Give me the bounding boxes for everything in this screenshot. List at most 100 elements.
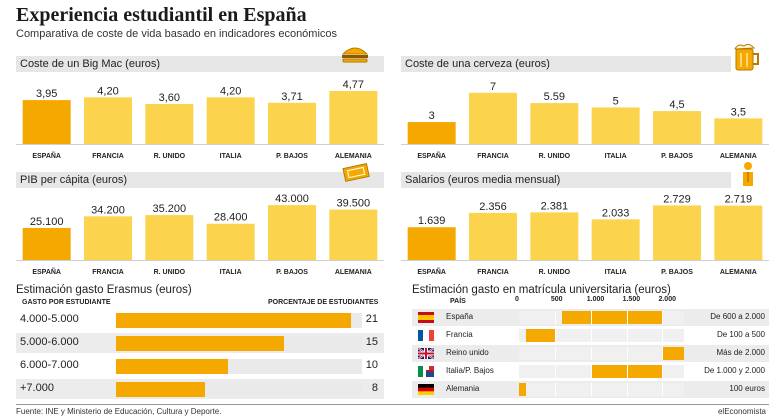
- tuition-row: Alemania 100 euros: [412, 381, 769, 398]
- data-label-cerveza-0: 3: [429, 110, 435, 122]
- erasmus-row: +7.000 8: [16, 379, 384, 399]
- tuition-gridline: [554, 311, 556, 324]
- category-label-salarios-5: ALEMANIA: [720, 269, 757, 276]
- burger-icon: [341, 47, 369, 63]
- tuition-row: Italia/P. Bajos De 1.000 y 2.000: [412, 363, 769, 380]
- tuition-gridline: [554, 347, 556, 360]
- data-label-pib-4: 43.000: [275, 193, 309, 205]
- tuition-range: De 100 a 500: [716, 330, 765, 339]
- data-label-salarios-5: 2.719: [725, 194, 753, 206]
- erasmus-track: [116, 336, 362, 351]
- tuition-bar: [526, 329, 555, 342]
- tuition-row: España De 600 a 2.000: [412, 309, 769, 326]
- tuition-range: Más de 2.000: [716, 348, 765, 357]
- tuition-range: De 600 a 2.000: [710, 312, 765, 321]
- erasmus-col-left: GASTO POR ESTUDIANTE: [22, 299, 111, 306]
- tuition-tick: 1.000: [586, 296, 605, 303]
- tuition-range: De 1.000 y 2.000: [704, 366, 765, 375]
- france-flag-icon: [418, 330, 434, 341]
- tuition-range: 100 euros: [729, 384, 765, 393]
- data-label-salarios-2: 2.381: [541, 200, 569, 212]
- tuition-gridline: [554, 365, 556, 378]
- salary-chart: Salarios (euros media mensual) 1.639 ESPA…: [401, 172, 769, 280]
- tuition-country: Reino unido: [446, 348, 489, 357]
- erasmus-track: [116, 359, 362, 374]
- salary-chart-title: Salarios (euros media mensual): [401, 172, 731, 188]
- bar-cerveza-4: [653, 111, 701, 144]
- spain-flag-icon: [418, 312, 434, 323]
- beer-chart: Coste de una cerveza (euros) 3 ESPAÑA 7 FRA…: [401, 56, 769, 164]
- bar-pib-5: [329, 209, 378, 260]
- bar-bigmac-2: [145, 104, 194, 144]
- tuition-tick: 0: [515, 296, 519, 303]
- tuition-gridline: [662, 365, 664, 378]
- category-label-bigmac-4: P. BAJOS: [276, 153, 308, 160]
- tuition-country: Francia: [446, 330, 473, 339]
- bar-bigmac-5: [329, 91, 378, 144]
- erasmus-bar: [116, 336, 284, 351]
- tuition-tick: 2.000: [658, 296, 676, 303]
- erasmus-category: +7.000: [20, 382, 54, 394]
- data-label-cerveza-5: 3,5: [731, 106, 746, 118]
- bar-salarios-3: [591, 219, 640, 260]
- tuition-country: España: [446, 312, 474, 321]
- tuition-gridline: [590, 311, 592, 324]
- bar-pib-1: [84, 216, 132, 260]
- data-label-bigmac-4: 3,71: [281, 91, 302, 103]
- bar-pib-2: [145, 215, 194, 260]
- data-label-bigmac-0: 3,95: [36, 88, 57, 100]
- data-label-bigmac-2: 3,60: [159, 92, 180, 104]
- category-label-pib-0: ESPAÑA: [32, 267, 61, 276]
- tuition-gridline: [626, 347, 628, 360]
- uk-flag-icon: [418, 348, 434, 359]
- tuition-gridline: [662, 311, 664, 324]
- tuition-country: Italia/P. Bajos: [446, 366, 494, 375]
- bigmac-bars: 3,95 ESPAÑA 4,20 FRANCIA 3,60 R. UNIDO 4,20 ITA…: [16, 79, 384, 160]
- tuition-gridline: [662, 383, 664, 396]
- erasmus-category: 4.000-5.000: [20, 313, 79, 325]
- tuition-track: [519, 347, 684, 360]
- category-label-bigmac-2: R. UNIDO: [154, 153, 186, 160]
- bar-bigmac-1: [84, 97, 132, 144]
- category-label-salarios-0: ESPAÑA: [417, 267, 446, 276]
- bar-cerveza-3: [591, 107, 640, 144]
- banknote-icon: [342, 163, 370, 182]
- bar-bigmac-0: [22, 100, 71, 144]
- data-label-pib-3: 28.400: [214, 212, 248, 224]
- tuition-bar: [662, 347, 684, 360]
- erasmus-row: 4.000-5.000 21: [16, 310, 384, 330]
- data-label-pib-1: 34.200: [91, 204, 125, 216]
- category-label-salarios-3: ITALIA: [605, 269, 627, 276]
- category-label-bigmac-1: FRANCIA: [92, 153, 124, 160]
- data-label-salarios-3: 2.033: [602, 207, 630, 219]
- tuition-gridline: [590, 329, 592, 342]
- bigmac-chart: Coste de un Big Mac (euros) 3,95 ESPAÑA 4,…: [16, 56, 384, 164]
- erasmus-category: 6.000-7.000: [20, 359, 79, 371]
- erasmus-row: 5.000-6.000 15: [16, 333, 384, 353]
- tuition-track: [519, 383, 684, 396]
- bar-cerveza-5: [714, 118, 763, 144]
- tuition-track: [519, 329, 684, 342]
- tuition-gridline: [590, 365, 592, 378]
- data-label-salarios-1: 2.356: [479, 201, 507, 213]
- data-label-salarios-0: 1.639: [418, 215, 446, 227]
- beer-bars: 3 ESPAÑA 7 FRANCIA 5.59 R. UNIDO 5 ITALIA 4,5 P. …: [401, 81, 769, 160]
- category-label-cerveza-4: P. BAJOS: [661, 153, 693, 160]
- erasmus-row: 6.000-7.000 10: [16, 356, 384, 376]
- tuition-gridline: [554, 383, 556, 396]
- bar-bigmac-4: [268, 102, 316, 144]
- page-title: Experiencia estudiantil en España: [16, 4, 307, 26]
- tuition-gridline: [590, 383, 592, 396]
- erasmus-bar: [116, 359, 228, 374]
- gdp-chart: PIB per cápita (euros) 25.100 ESPAÑA 34.20…: [16, 172, 384, 280]
- category-label-pib-5: ALEMANIA: [335, 269, 372, 276]
- category-label-bigmac-0: ESPAÑA: [32, 151, 61, 160]
- bar-cerveza-2: [530, 103, 579, 144]
- data-label-pib-5: 39.500: [337, 198, 371, 210]
- tuition-bar: [562, 311, 663, 324]
- tuition-row: Reino unido Más de 2.000: [412, 345, 769, 362]
- erasmus-bar: [116, 313, 351, 328]
- salary-bars: 1.639 ESPAÑA 2.356 FRANCIA 2.381 R. UNIDO 2.03…: [401, 193, 769, 276]
- category-label-cerveza-1: FRANCIA: [477, 153, 509, 160]
- erasmus-value: 21: [365, 313, 378, 325]
